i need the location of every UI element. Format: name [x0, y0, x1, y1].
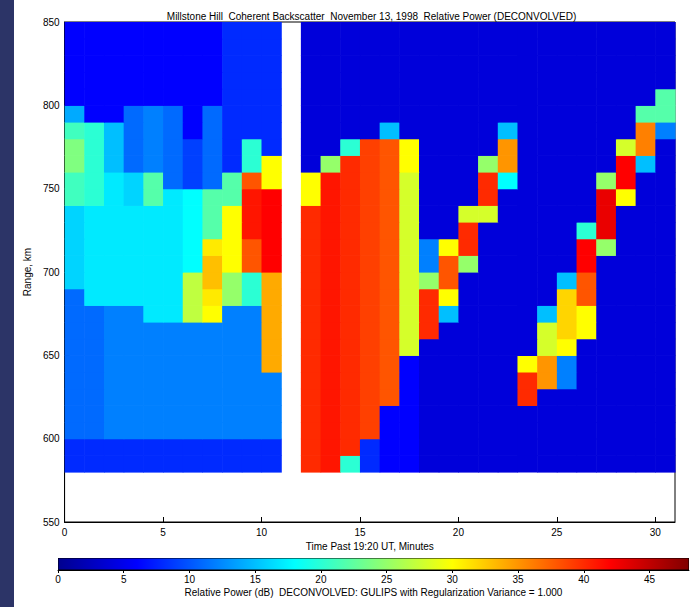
- svg-text:Range, km: Range, km: [22, 248, 33, 296]
- svg-text:750: 750: [43, 183, 60, 194]
- svg-text:0: 0: [55, 574, 61, 585]
- svg-text:Relative Power (dB) DECONVOLV: Relative Power (dB) DECONVOLVED: GULIPS …: [185, 587, 563, 598]
- svg-text:600: 600: [43, 433, 60, 444]
- svg-text:800: 800: [43, 100, 60, 111]
- svg-text:10: 10: [184, 574, 196, 585]
- svg-text:20: 20: [315, 574, 327, 585]
- svg-text:15: 15: [250, 574, 262, 585]
- svg-text:40: 40: [578, 574, 590, 585]
- svg-text:25: 25: [381, 574, 393, 585]
- svg-text:0: 0: [62, 527, 68, 538]
- svg-text:5: 5: [160, 527, 166, 538]
- svg-text:5: 5: [121, 574, 127, 585]
- svg-text:25: 25: [551, 527, 563, 538]
- svg-text:Time Past 19:20 UT, Minutes: Time Past 19:20 UT, Minutes: [306, 541, 434, 552]
- svg-text:30: 30: [650, 527, 662, 538]
- svg-text:850: 850: [43, 17, 60, 28]
- svg-text:15: 15: [354, 527, 366, 538]
- svg-text:700: 700: [43, 267, 60, 278]
- svg-text:45: 45: [644, 574, 656, 585]
- svg-text:30: 30: [447, 574, 459, 585]
- svg-text:35: 35: [513, 574, 525, 585]
- svg-text:Millstone Hill Coherent Backs: Millstone Hill Coherent Backscatter Nove…: [167, 11, 576, 22]
- svg-text:550: 550: [43, 517, 60, 528]
- svg-text:650: 650: [43, 350, 60, 361]
- svg-text:20: 20: [453, 527, 465, 538]
- svg-text:10: 10: [256, 527, 268, 538]
